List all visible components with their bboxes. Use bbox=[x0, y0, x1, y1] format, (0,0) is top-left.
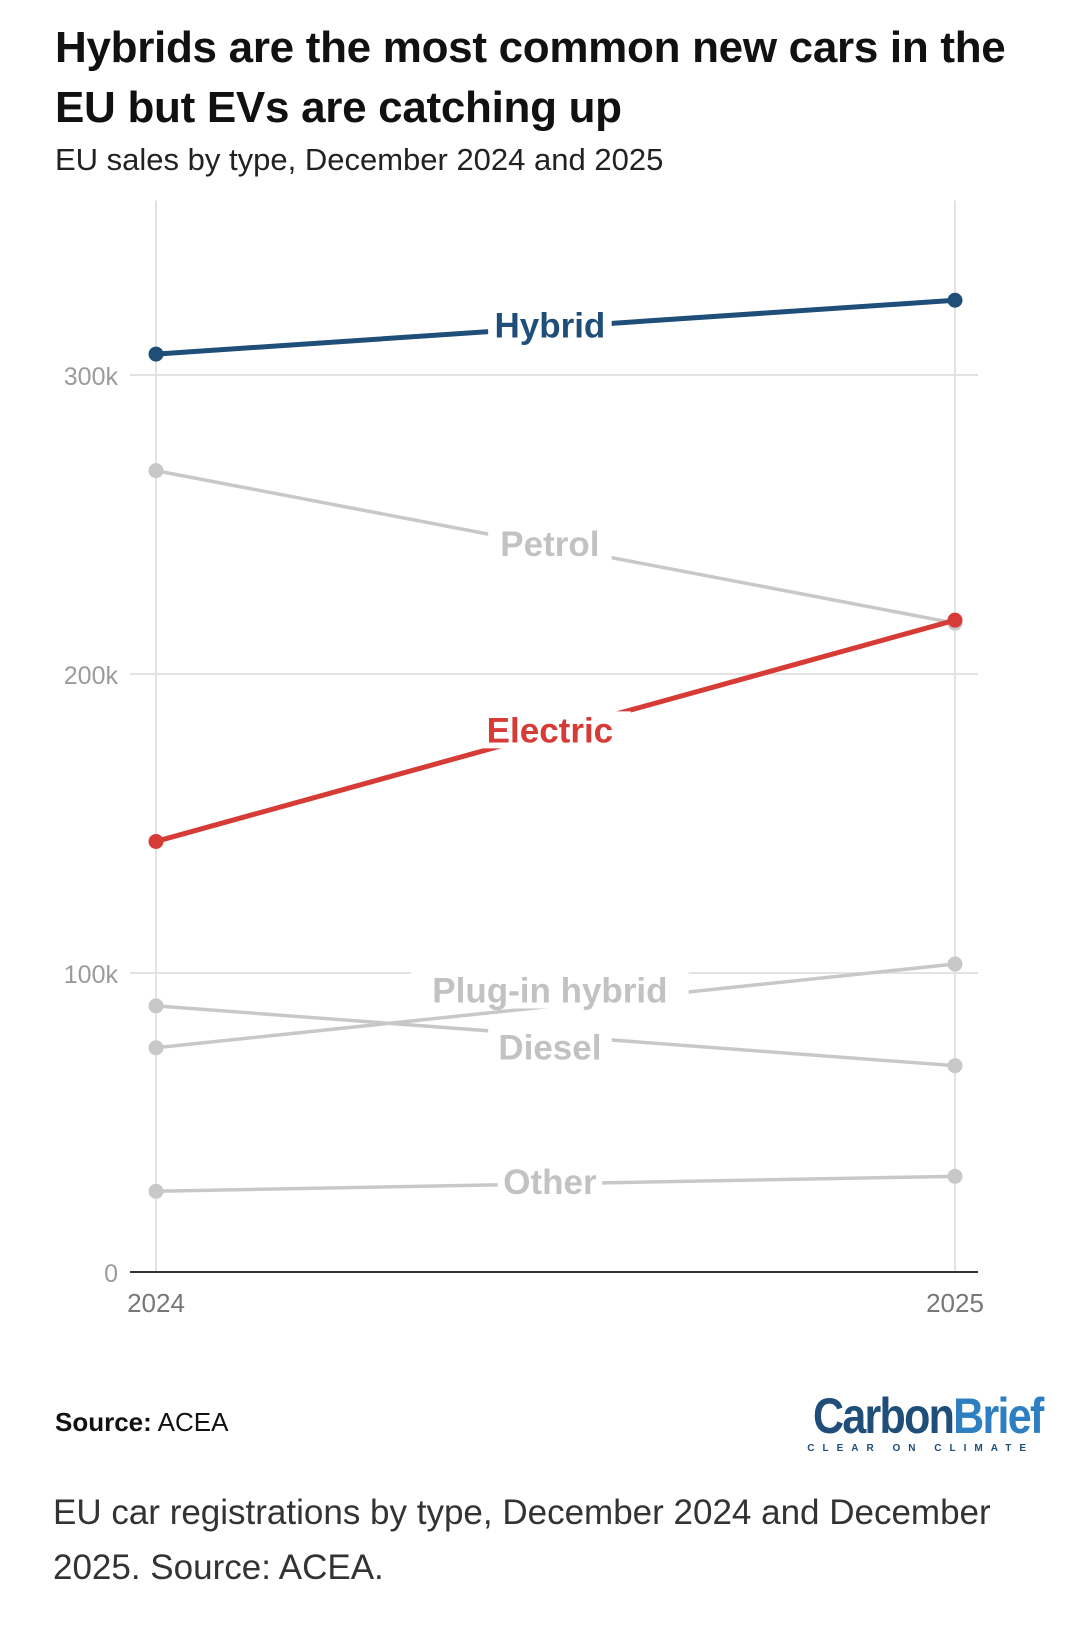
series-label-bg-diesel bbox=[488, 1028, 612, 1066]
logo-word-brief: Brief bbox=[953, 1388, 1044, 1444]
series-label-other: Other bbox=[503, 1163, 597, 1202]
series-label-electric: Electric bbox=[487, 711, 613, 750]
y-tick-label: 0 bbox=[104, 1260, 118, 1288]
chart-subtitle: EU sales by type, December 2024 and 2025 bbox=[55, 142, 664, 177]
logo-tagline: CLEAR ON CLIMATE bbox=[807, 1443, 1034, 1454]
logo-wordmark: CarbonBrief bbox=[813, 1388, 1044, 1444]
figure-caption: EU car registrations by type, December 2… bbox=[53, 1493, 991, 1587]
data-point-plug-in-hybrid-2025 bbox=[947, 956, 963, 972]
series-label-bg-other bbox=[497, 1162, 603, 1200]
source-label: Source: bbox=[55, 1407, 152, 1437]
data-point-diesel-2024 bbox=[148, 998, 164, 1014]
line-chart: 0 100k 200k 300k 2024 2025 Petrol Plug-in hybri… bbox=[64, 200, 984, 1318]
data-point-hybrid-2025 bbox=[947, 292, 963, 308]
series-label-petrol: Petrol bbox=[500, 525, 599, 564]
y-tick-label: 200k bbox=[64, 662, 119, 690]
series-label-plug-in-hybrid: Plug-in hybrid bbox=[432, 971, 667, 1010]
data-point-other-2024 bbox=[148, 1183, 164, 1199]
series-label-bg-petrol bbox=[488, 524, 612, 562]
source-value: ACEA bbox=[157, 1407, 229, 1437]
series-label-bg-plug-in-hybrid bbox=[411, 971, 689, 1009]
series-label-bg-hybrid bbox=[488, 306, 612, 344]
y-tick-label: 100k bbox=[64, 961, 119, 989]
x-tick-label: 2025 bbox=[926, 1288, 984, 1318]
series-label-diesel: Diesel bbox=[498, 1028, 601, 1067]
y-tick-label: 300k bbox=[64, 363, 119, 391]
data-point-hybrid-2024 bbox=[148, 346, 164, 362]
data-point-electric-2024 bbox=[148, 833, 164, 849]
series-label-hybrid: Hybrid bbox=[494, 307, 605, 346]
chart-title: Hybrids are the most common new cars in … bbox=[55, 23, 1006, 132]
carbonbrief-logo: CarbonBrief CLEAR ON CLIMATE bbox=[778, 1388, 1044, 1456]
logo-word-carbon: Carbon bbox=[813, 1388, 955, 1444]
data-point-other-2025 bbox=[947, 1168, 963, 1184]
source-note: Source: ACEA bbox=[55, 1406, 228, 1438]
x-tick-label: 2024 bbox=[127, 1288, 185, 1318]
series-label-bg-electric bbox=[468, 711, 631, 749]
data-point-petrol-2024 bbox=[148, 463, 164, 479]
data-point-diesel-2025 bbox=[947, 1058, 963, 1074]
data-point-plug-in-hybrid-2024 bbox=[148, 1040, 164, 1056]
data-point-electric-2025 bbox=[947, 612, 963, 628]
